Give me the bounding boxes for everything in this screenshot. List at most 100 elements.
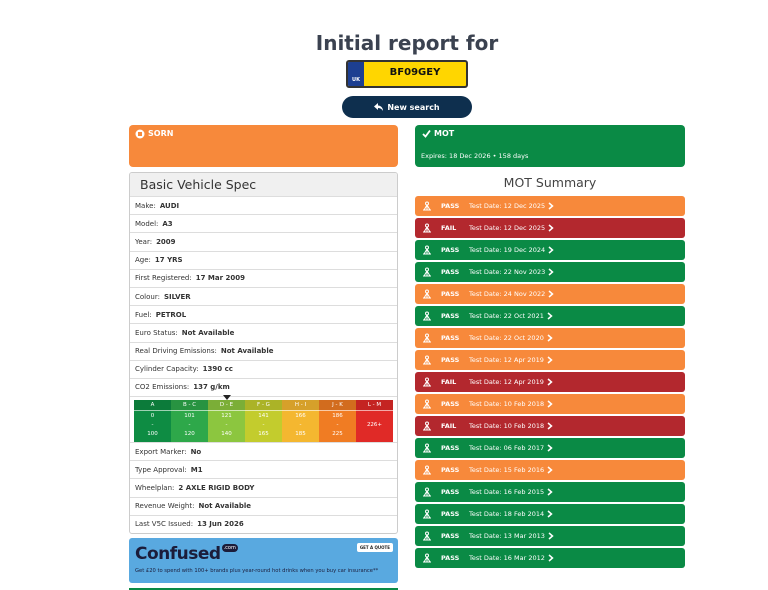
mot-test-row[interactable]: PASS Test Date: 16 Feb 2015 — [415, 482, 685, 502]
mot-result: PASS — [441, 290, 460, 298]
ad-logo: Confused .com — [135, 544, 238, 564]
spec-label: Fuel: — [135, 310, 152, 319]
spec-label: Real Driving Emissions: — [135, 347, 217, 356]
mot-test-row[interactable]: PASS Test Date: 10 Feb 2018 — [415, 394, 685, 414]
next-panel-edge — [129, 588, 398, 590]
mot-icon — [423, 223, 431, 233]
mot-test-row[interactable]: PASS Test Date: 12 Apr 2019 — [415, 350, 685, 370]
mot-summary-title: MOT Summary — [503, 175, 597, 190]
band-label: D - E — [208, 400, 245, 410]
mot-icon — [423, 443, 431, 453]
chevron — [547, 510, 553, 518]
band-from: 0 — [150, 412, 155, 419]
mot-date: Test Date: 22 Nov 2023 — [469, 268, 546, 276]
mot-icon — [423, 311, 431, 321]
mot-test-row[interactable]: PASS Test Date: 19 Dec 2024 — [415, 240, 685, 260]
spec-value: No — [190, 447, 202, 456]
band-separator: - — [299, 422, 302, 429]
mot-test-row[interactable]: PASS Test Date: 22 Oct 2020 — [415, 328, 685, 348]
mot-test-row[interactable]: FAIL Test Date: 12 Dec 2025 — [415, 218, 685, 238]
spec-label: CO2 Emissions: — [135, 383, 190, 392]
spec-row: Age: 17 YRS — [130, 250, 397, 269]
spec-label: Make: — [135, 201, 156, 210]
mot-date: Test Date: 16 Mar 2012 — [469, 554, 545, 562]
current-band-marker — [222, 395, 231, 401]
chevron — [548, 246, 554, 254]
sorn-icon — [135, 129, 145, 139]
chevron — [547, 488, 553, 496]
reply-icon — [374, 103, 384, 111]
band-from: 101 — [184, 412, 195, 419]
spec-value: Not Available — [220, 347, 274, 356]
mot-date: Test Date: 16 Feb 2015 — [469, 488, 545, 496]
mot-test-row[interactable]: PASS Test Date: 22 Oct 2021 — [415, 306, 685, 326]
mot-date: Test Date: 24 Nov 2022 — [469, 290, 546, 298]
mot-icon — [423, 355, 431, 365]
spec-row: CO2 Emissions: 137 g/km — [130, 377, 397, 396]
mot-test-row[interactable]: PASS Test Date: 13 Mar 2013 — [415, 526, 685, 546]
spec-value: Not Available — [198, 502, 252, 511]
spec-label: Revenue Weight: — [135, 502, 195, 511]
mot-test-row[interactable]: FAIL Test Date: 12 Apr 2019 — [415, 372, 685, 392]
spec-value: 2009 — [156, 237, 176, 246]
mot-date: Test Date: 06 Feb 2017 — [469, 444, 545, 452]
chevron — [548, 224, 554, 232]
ad-cta-button[interactable]: GET A QUOTE — [356, 543, 393, 552]
chevron — [547, 466, 553, 474]
mot-test-row[interactable]: PASS Test Date: 24 Nov 2022 — [415, 284, 685, 304]
spec-value: 17 YRS — [154, 256, 183, 265]
spec-row: Export Marker: No — [130, 442, 397, 460]
spec-row: Type Approval: M1 — [130, 460, 397, 478]
mot-result: PASS — [441, 488, 460, 496]
mot-test-row[interactable]: FAIL Test Date: 10 Feb 2018 — [415, 416, 685, 436]
spec-value: 13 Jun 2026 — [197, 520, 244, 529]
band-from: 121 — [221, 412, 232, 419]
mot-box: MOT Expires: 18 Dec 2026 • 158 days — [415, 125, 685, 167]
number-plate: UK BF09GEY — [346, 60, 468, 88]
mot-test-row[interactable]: PASS Test Date: 18 Feb 2014 — [415, 504, 685, 524]
mot-test-row[interactable]: PASS Test Date: 15 Feb 2016 — [415, 460, 685, 480]
spec-label: Year: — [135, 237, 153, 246]
mot-test-row[interactable]: PASS Test Date: 06 Feb 2017 — [415, 438, 685, 458]
spec-row: Colour: SILVER — [130, 286, 397, 305]
co2-band: A 0 - 100 — [134, 400, 171, 443]
mot-icon — [423, 245, 431, 255]
mot-result: PASS — [441, 202, 460, 210]
button-label[interactable]: New search — [387, 102, 440, 112]
mot-test-row[interactable]: PASS Test Date: 22 Nov 2023 — [415, 262, 685, 282]
band-range: 101 - 120 — [171, 410, 208, 439]
band-separator: - — [336, 422, 339, 429]
mot-icon — [423, 487, 431, 497]
band-label: F - G — [245, 400, 282, 410]
mot-expiry: Expires: 18 Dec 2026 • 158 days — [421, 152, 529, 160]
band-range: 186 - 225 — [319, 410, 356, 439]
chevron — [547, 356, 553, 364]
chevron — [548, 202, 554, 210]
mot-test-row[interactable]: PASS Test Date: 12 Dec 2025 — [415, 196, 685, 216]
check-icon — [422, 129, 431, 138]
co2-band: F - G 141 - 165 — [245, 400, 282, 443]
band-to: 185 — [295, 431, 306, 438]
chevron — [547, 444, 553, 452]
band-separator: - — [151, 422, 154, 429]
mot-date: Test Date: 12 Apr 2019 — [469, 378, 544, 386]
confused-ad[interactable]: Confused .com GET A QUOTE Get £20 to spend … — [129, 538, 398, 583]
mot-test-row[interactable]: PASS Test Date: 16 Mar 2012 — [415, 548, 685, 568]
new-search-button[interactable]: New search — [342, 96, 472, 118]
mot-icon — [423, 465, 431, 475]
spec-row: Make: AUDI — [130, 196, 397, 214]
spec-label: Cylinder Capacity: — [135, 365, 199, 374]
co2-band: L - M 226+ — [356, 400, 393, 443]
mot-icon — [423, 201, 431, 211]
band-to: 140 — [221, 431, 232, 438]
band-from: 186 — [332, 412, 343, 419]
spec-label: Type Approval: — [135, 465, 187, 474]
spec-label: Last V5C Issued: — [135, 520, 194, 529]
band-label: B - C — [171, 400, 208, 410]
mot-result: PASS — [441, 312, 460, 320]
page-title: Initial report for — [315, 31, 499, 55]
plate-country: UK — [352, 77, 360, 83]
mot-date: Test Date: 12 Apr 2019 — [469, 356, 544, 364]
co2-band: D - E 121 - 140 — [208, 395, 245, 443]
